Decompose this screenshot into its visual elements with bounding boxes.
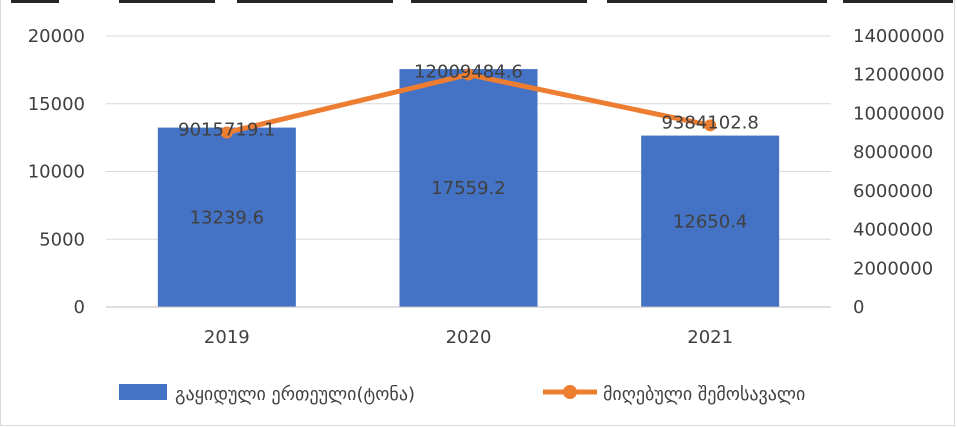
line-point	[462, 68, 475, 81]
title-fragment	[843, 0, 901, 3]
right-tick-label: 12000000	[853, 65, 945, 86]
title-fragment	[411, 0, 587, 3]
title-fragment	[607, 0, 703, 3]
bar-value-label: 17559.2	[431, 178, 505, 199]
title-fragment	[119, 0, 215, 3]
legend: გაყიდული ერთეული(ტონა) მიღებული შემოსავალ…	[119, 384, 805, 405]
left-tick-label: 0	[74, 297, 85, 318]
right-tick-label: 10000000	[853, 103, 945, 124]
right-tick-label: 4000000	[853, 220, 933, 241]
bar-value-label: 12650.4	[673, 211, 747, 232]
bar-data-labels: 13239.6 17559.2 12650.4	[190, 178, 748, 232]
bar	[157, 127, 296, 307]
line-point	[220, 126, 233, 139]
line-point	[704, 119, 717, 132]
line-value-label: 9384102.8	[661, 112, 758, 133]
bar	[641, 135, 780, 307]
title-fragment	[11, 0, 59, 3]
legend-line-marker	[563, 385, 577, 399]
line-series	[220, 68, 717, 139]
line-value-label: 12009484.6	[414, 62, 523, 83]
title-fragment	[701, 0, 827, 3]
left-tick-label: 20000	[28, 26, 85, 47]
right-tick-label: 6000000	[853, 181, 933, 202]
legend-bar-swatch	[119, 384, 167, 400]
left-axis: 0 5000 10000 15000 20000	[28, 26, 85, 318]
right-tick-label: 8000000	[853, 142, 933, 163]
right-tick-label: 0	[853, 297, 864, 318]
legend-bar-label: გაყიდული ერთეული(ტონა)	[175, 384, 415, 405]
bar	[399, 69, 538, 307]
line-value-label: 9015719.1	[178, 119, 275, 140]
x-tick-label: 2020	[446, 327, 492, 348]
cropped-title-band	[11, 0, 953, 3]
left-tick-label: 5000	[39, 229, 85, 250]
title-fragment	[237, 0, 333, 3]
left-tick-label: 10000	[28, 162, 85, 183]
bar-value-label: 13239.6	[190, 207, 264, 228]
line-data-labels: 9015719.1 12009484.6 9384102.8	[178, 62, 759, 141]
title-fragment	[331, 0, 393, 3]
right-tick-label: 14000000	[853, 26, 945, 47]
bar-series	[157, 69, 780, 307]
right-tick-label: 2000000	[853, 258, 933, 279]
left-tick-label: 15000	[28, 94, 85, 115]
legend-line-label: მიღებული შემოსავალი	[603, 384, 805, 405]
title-fragment	[901, 0, 953, 3]
x-axis: 2019 2020 2021	[106, 306, 831, 348]
right-axis: 0 2000000 4000000 6000000 8000000 10000000 120…	[853, 26, 945, 318]
x-tick-label: 2021	[687, 327, 733, 348]
x-tick-label: 2019	[204, 327, 250, 348]
